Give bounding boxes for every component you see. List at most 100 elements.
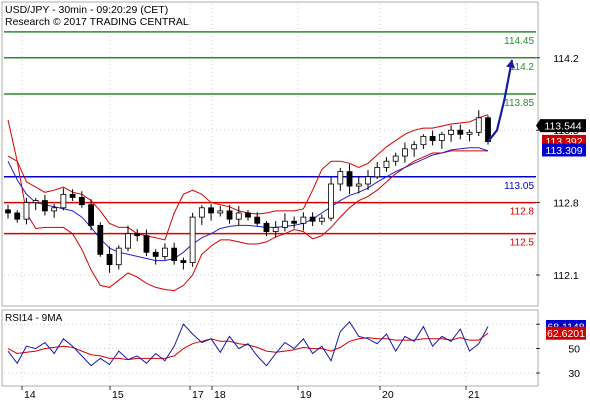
candle-body bbox=[392, 155, 399, 162]
time-tick-label-5: 20 bbox=[382, 389, 394, 400]
candle-body bbox=[97, 224, 104, 255]
forecast-arrow-line bbox=[487, 59, 514, 143]
rsi-tick-label-1: 50 bbox=[568, 344, 580, 356]
candle-body bbox=[217, 210, 224, 214]
candle-body bbox=[263, 222, 270, 232]
candle-body bbox=[32, 200, 39, 204]
price-tick-label-0: 114.2 bbox=[553, 53, 579, 65]
price-tick-label-3: 112.1 bbox=[553, 270, 579, 282]
candle-body bbox=[402, 148, 408, 157]
level-label-1: 114.2 bbox=[510, 62, 535, 73]
rsi-tags: 68.114862.6201 bbox=[546, 320, 586, 340]
candle-body bbox=[475, 117, 482, 133]
candle-body bbox=[226, 210, 233, 220]
rsi-tick-label-2: 30 bbox=[568, 368, 580, 380]
candle-body bbox=[337, 171, 344, 185]
price-tag-box-current bbox=[540, 119, 586, 133]
candle-body bbox=[282, 220, 288, 228]
candle-body bbox=[189, 216, 196, 264]
candle-body bbox=[318, 217, 325, 222]
price-tag-box-blue bbox=[542, 143, 586, 157]
candle-body bbox=[383, 160, 390, 168]
candle-body bbox=[235, 212, 242, 220]
rsi-ma-line bbox=[7, 332, 489, 361]
forecast-arrow-head bbox=[506, 59, 516, 69]
level-label-5: 112.5 bbox=[510, 238, 535, 249]
candle-body bbox=[346, 171, 353, 187]
candle-body bbox=[134, 233, 141, 237]
price-tag-label-blue: 113.309 bbox=[545, 145, 582, 157]
chart-title: USD/JPY - 30min - 09:20:29 (CET) bbox=[5, 4, 168, 16]
candle-body bbox=[106, 253, 113, 266]
time-tick-label-2: 17 bbox=[192, 389, 204, 400]
candle-body bbox=[328, 183, 334, 219]
candle-body bbox=[300, 216, 307, 224]
candle-body bbox=[245, 212, 251, 218]
candle-body bbox=[78, 197, 85, 206]
candle-body bbox=[180, 260, 187, 264]
candle-body bbox=[448, 129, 454, 135]
candle-body bbox=[272, 227, 279, 232]
candle-body bbox=[198, 207, 205, 218]
candle-body bbox=[51, 207, 58, 212]
candle-body bbox=[429, 136, 436, 141]
level-label-3: 113.05 bbox=[504, 181, 534, 192]
rsi-tag-label-1: 62.6201 bbox=[547, 328, 585, 340]
candle-body bbox=[162, 247, 168, 257]
rsi-panel-frame bbox=[1, 309, 539, 387]
level-label-2: 113.85 bbox=[504, 98, 534, 109]
price-tag-label-current: 113.544 bbox=[544, 120, 581, 132]
forecast-path bbox=[487, 59, 516, 143]
candle-body bbox=[42, 200, 48, 212]
candle-body bbox=[438, 133, 445, 141]
candle-body bbox=[60, 193, 67, 209]
candle-body bbox=[355, 183, 362, 187]
candle-body bbox=[254, 216, 261, 224]
candle-body bbox=[115, 247, 122, 266]
price-panel-frame bbox=[1, 1, 539, 307]
level-label-4: 112.8 bbox=[510, 207, 535, 218]
price-tick-label-2: 112.8 bbox=[553, 198, 579, 210]
candle-body bbox=[5, 209, 11, 214]
candle-body bbox=[411, 144, 418, 150]
price-levels: 114.45 114.2 113.85 113.05 112.8 112.5 bbox=[4, 31, 536, 249]
rsi-tag-box-1 bbox=[546, 326, 586, 340]
moving-average-line bbox=[7, 147, 489, 262]
price-grid bbox=[4, 4, 536, 304]
time-tick-label-6: 21 bbox=[468, 389, 480, 400]
candlesticks bbox=[5, 110, 491, 273]
time-axis: 14 15 17 18 19 20 21 bbox=[21, 386, 480, 400]
time-tick-label-0: 14 bbox=[24, 389, 36, 400]
candle-body bbox=[125, 233, 131, 249]
bollinger-lower-line bbox=[7, 119, 488, 292]
rsi-panel-label: RSI14 - 9MA bbox=[5, 313, 63, 324]
candle-body bbox=[374, 167, 381, 178]
level-label-0: 114.45 bbox=[504, 36, 534, 47]
rsi-panel: 705030 68.114862.6201 RSI14 - 9MA bbox=[1, 309, 586, 387]
time-tick-label-3: 18 bbox=[214, 389, 226, 400]
candle-body bbox=[143, 235, 150, 253]
candle-body bbox=[14, 212, 21, 220]
candle-body bbox=[152, 251, 159, 257]
time-tick-label-1: 15 bbox=[112, 389, 124, 400]
candle-body bbox=[466, 131, 473, 135]
candle-body bbox=[88, 204, 94, 226]
rsi-line bbox=[7, 320, 489, 367]
price-tag-pointer bbox=[536, 119, 540, 132]
chart-credit: Research © 2017 TRADING CENTRAL bbox=[5, 16, 189, 28]
candle-body bbox=[171, 247, 178, 261]
candle-body bbox=[457, 129, 464, 135]
rsi-grid bbox=[4, 312, 536, 384]
candle-body bbox=[23, 202, 30, 220]
candle-body bbox=[208, 207, 214, 214]
candle-body bbox=[365, 176, 371, 185]
candle-body bbox=[69, 193, 76, 198]
time-tick-label-4: 19 bbox=[300, 389, 312, 400]
candle-body bbox=[309, 216, 316, 222]
candle-body bbox=[291, 220, 298, 224]
rsi-lines bbox=[7, 320, 489, 367]
